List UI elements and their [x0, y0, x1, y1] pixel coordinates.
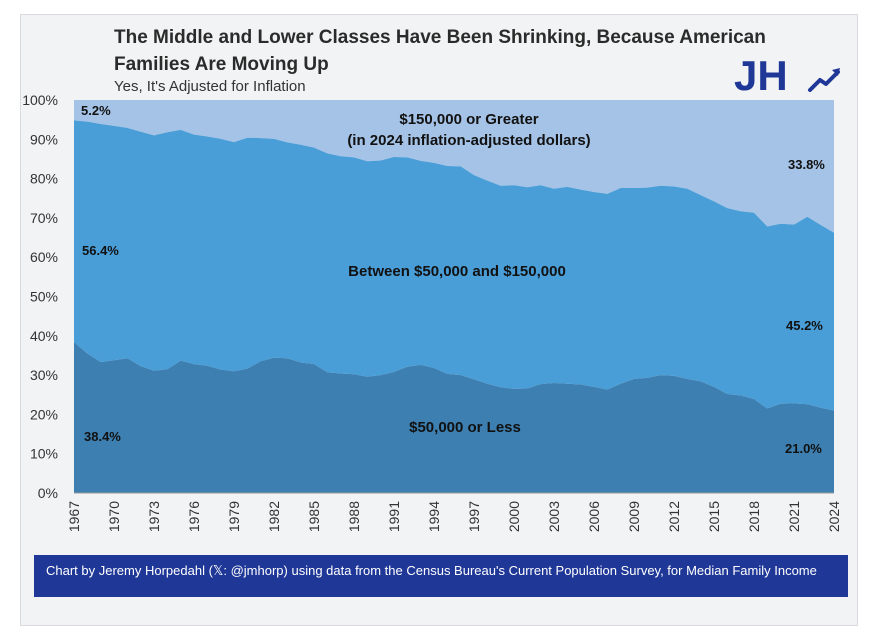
x-tick-label: 2024	[826, 501, 842, 532]
x-tick-label: 2012	[666, 501, 682, 532]
x-tick-label: 2018	[746, 501, 762, 532]
value-label-middle-1967: 56.4%	[82, 243, 119, 258]
x-tick-label: 2003	[546, 501, 562, 532]
y-tick-label: 80%	[30, 171, 58, 187]
x-tick-label: 1976	[186, 501, 202, 532]
y-tick-label: 0%	[38, 485, 58, 501]
x-tick-label: 2006	[586, 501, 602, 532]
y-tick-label: 30%	[30, 367, 58, 383]
x-tick-label: 1973	[146, 501, 162, 532]
x-tick-label: 2000	[506, 501, 522, 532]
band-label-bottom: $50,000 or Less	[409, 419, 521, 436]
x-tick-label: 2015	[706, 501, 722, 532]
x-tick-label: 1994	[426, 501, 442, 532]
jh-logo: JH	[734, 52, 844, 99]
value-label-bottom-1967: 38.4%	[84, 429, 121, 444]
y-tick-label: 90%	[30, 131, 58, 147]
x-tick-label: 1970	[106, 501, 122, 532]
x-tick-label: 1985	[306, 501, 322, 532]
x-tick-label: 1997	[466, 501, 482, 532]
x-tick-label: 1979	[226, 501, 242, 532]
x-tick-label: 2021	[786, 501, 802, 532]
y-tick-label: 100%	[22, 92, 58, 108]
y-tick-label: 50%	[30, 289, 58, 305]
chart-credit-footer: Chart by Jeremy Horpedahl (𝕏: @jmhorp) u…	[34, 555, 848, 597]
value-label-top-2024: 33.8%	[788, 157, 825, 172]
x-tick-label: 2009	[626, 501, 642, 532]
y-tick-label: 70%	[30, 210, 58, 226]
value-label-bottom-2024: 21.0%	[785, 441, 822, 456]
x-tick-label: 1967	[66, 501, 82, 532]
band-label-top: $150,000 or Greater	[399, 111, 538, 128]
x-tick-label: 1988	[346, 501, 362, 532]
area-50k-to-150k	[74, 120, 834, 411]
chart-title: The Middle and Lower Classes Have Been S…	[114, 27, 766, 75]
band-label-middle: Between $50,000 and $150,000	[348, 263, 566, 280]
x-axis: 1967 1970 1973 1976 1979 1982 1985 1988 1991 1994…	[66, 492, 842, 532]
jh-logo-text: JH	[734, 52, 788, 98]
band-label-top-note: (in 2024 inflation-adjusted dollars)	[347, 132, 590, 149]
value-label-top-1967: 5.2%	[81, 103, 111, 118]
value-label-middle-2024: 45.2%	[786, 318, 823, 333]
area-150k-or-greater	[74, 100, 834, 233]
y-tick-label: 60%	[30, 249, 58, 265]
chart-subtitle: Yes, It's Adjusted for Inflation	[114, 78, 306, 95]
y-tick-label: 10%	[30, 446, 58, 462]
y-tick-label: 40%	[30, 328, 58, 344]
x-tick-label: 1991	[386, 501, 402, 532]
y-axis: 0% 10% 20% 30% 40% 50% 60% 70% 80% 90% 100%	[22, 92, 58, 501]
x-tick-label: 1982	[266, 501, 282, 532]
area-50k-or-less	[74, 342, 834, 493]
y-tick-label: 20%	[30, 406, 58, 422]
